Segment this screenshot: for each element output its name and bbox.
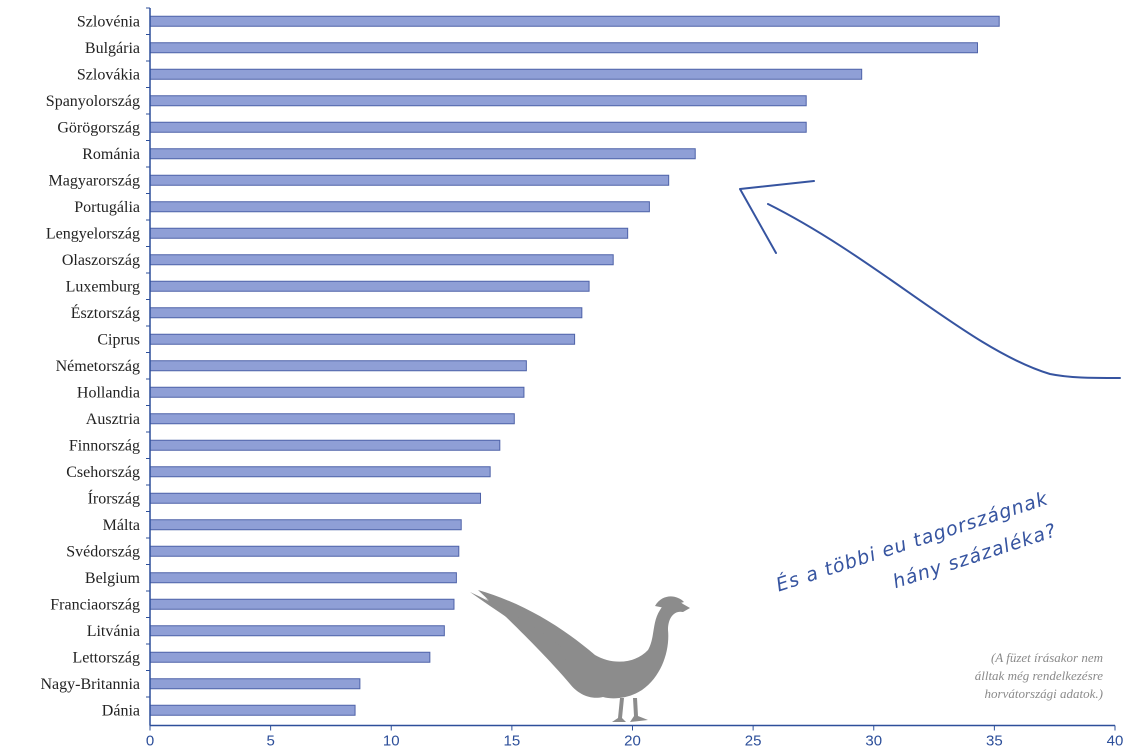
category-label: Észtország: [71, 303, 140, 322]
bar: [149, 360, 527, 372]
x-tick-label: 10: [383, 733, 400, 749]
bar: [149, 68, 863, 80]
category-label: Bulgária: [85, 40, 140, 57]
category-label: Szlovákia: [77, 66, 140, 83]
bar: [149, 678, 361, 690]
category-label: Nagy-Britannia: [40, 676, 140, 693]
bar: [149, 15, 1000, 27]
arrow-head: [739, 180, 815, 254]
bar: [149, 333, 576, 345]
category-label: Hollandia: [77, 384, 140, 401]
category-label: Magyarország: [48, 172, 140, 189]
footnote: (A füzet írásakor nem álltak még rendelk…: [863, 649, 1103, 703]
arrow-shaft: [767, 203, 1121, 379]
x-tick-label: 25: [745, 733, 762, 749]
category-label: Görögország: [57, 119, 140, 136]
category-label: Spanyolország: [46, 93, 140, 110]
category-label: Csehország: [66, 464, 140, 481]
x-tick-label: 20: [624, 733, 641, 749]
footnote-line-3: horvátországi adatok.): [984, 686, 1103, 701]
x-tick-label: 30: [865, 733, 882, 749]
bar: [149, 201, 650, 213]
x-tick-label: 5: [266, 733, 274, 749]
category-label: Svédország: [66, 543, 140, 560]
bar: [149, 42, 978, 54]
category-label: Dánia: [102, 702, 140, 719]
bar: [149, 254, 614, 266]
category-label: Szlovénia: [77, 13, 140, 30]
bar: [149, 704, 356, 716]
bar: [149, 545, 460, 557]
axes-group: 0 5 10 15 20 25 30 35 40: [146, 7, 1123, 749]
bar: [149, 307, 583, 319]
category-label: Olaszország: [62, 252, 140, 269]
hand-drawn-arrow: [739, 180, 1121, 379]
category-label: Luxemburg: [66, 278, 140, 295]
category-label: Franciaország: [50, 596, 140, 613]
bar: [149, 466, 491, 478]
bar: [149, 439, 501, 451]
bar: [149, 121, 807, 133]
category-label: Belgium: [85, 570, 141, 587]
category-label: Málta: [103, 517, 140, 534]
bar: [149, 651, 431, 663]
bar: [149, 598, 455, 610]
x-tick-label: 0: [146, 733, 154, 749]
category-label: Lengyelország: [46, 225, 140, 242]
bar: [149, 386, 525, 398]
category-label: Lettország: [72, 649, 140, 666]
bar: [149, 492, 482, 504]
bars-group: [149, 15, 1000, 716]
bar: [149, 519, 462, 531]
bar: [149, 227, 629, 239]
bar: [149, 413, 515, 425]
footnote-line-2: álltak még rendelkezésre: [974, 668, 1103, 683]
pheasant-silhouette-icon: [470, 590, 690, 722]
category-labels: Szlovénia Bulgária Szlovákia Spanyolország G…: [40, 13, 140, 719]
category-label: Litvánia: [87, 623, 140, 640]
category-label: Finnország: [69, 437, 140, 454]
category-label: Ciprus: [97, 331, 140, 348]
category-label: Németország: [56, 358, 140, 375]
category-label: Írország: [88, 488, 140, 507]
bar: [149, 95, 807, 107]
bar: [149, 174, 670, 186]
category-label: Ausztria: [86, 411, 140, 428]
x-tick-label: 15: [504, 733, 521, 749]
x-tick-label: 40: [1107, 733, 1123, 749]
footnote-line-1: (A füzet írásakor nem: [990, 650, 1103, 665]
bar: [149, 625, 445, 637]
handwritten-annotation: És a többi eu tagországnak hány százalék…: [773, 487, 1059, 597]
x-tick-label: 35: [986, 733, 1003, 749]
bar: [149, 280, 590, 292]
bar: [149, 572, 457, 584]
category-label: Románia: [82, 146, 140, 163]
category-label: Portugália: [74, 199, 140, 216]
bar: [149, 148, 696, 160]
